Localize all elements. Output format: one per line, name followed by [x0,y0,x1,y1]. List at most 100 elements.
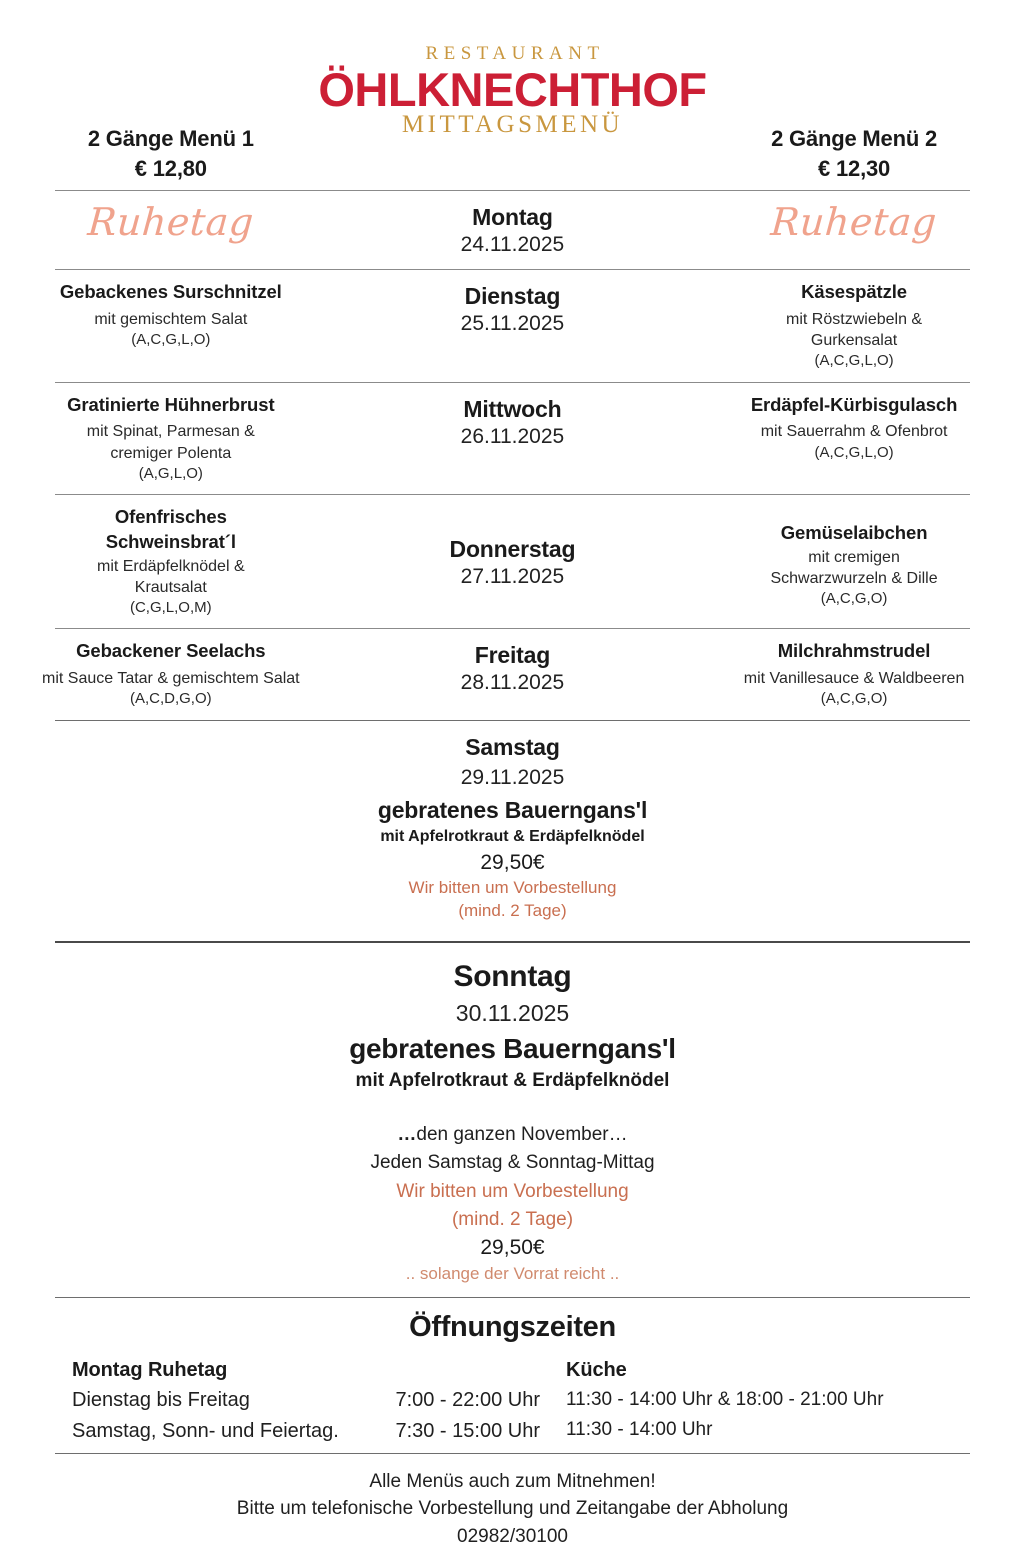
mittwoch-menu-1: Gratinierte Hühnerbrust mit Spinat, Parm… [0,393,342,483]
saturday-preorder-note-1: Wir bitten um Vorbestellung [408,878,617,898]
donnerstag-day-cell: Donnerstag 27.11.2025 [342,505,684,590]
hours-row-label: Samstag, Sonn- und Feiertag. [72,1419,339,1442]
dish-description: mit Sauce Tatar & gemischtem Salat [42,670,300,688]
sunday-preorder-note-1: Wir bitten um Vorbestellung [396,1180,629,1202]
saturday-day-name: Samstag [465,733,560,760]
footer-note: Alle Menüs auch zum Mitnehmen! Bitte um … [0,1454,1025,1550]
dish-allergens: (A,C,G,L,O) [814,352,894,370]
footer-line-2: Bitte um telefonische Vorbestellung und … [236,1498,789,1520]
dish-name: Gebackenes Surschnitzel [59,281,282,303]
day-name: Montag [472,204,553,230]
closed-label: Ruhetag [769,200,939,244]
logo-restaurant-word: RESTAURANT [425,43,605,64]
sunday-price: 29,50€ [480,1235,545,1259]
divider [55,1296,970,1298]
footer-line-1: Alle Menüs auch zum Mitnehmen! [369,1470,656,1492]
day-row-mittwoch: Gratinierte Hühnerbrust mit Spinat, Parm… [0,383,1025,494]
sunday-info-lead: … [397,1123,417,1145]
opening-hours-title: Öffnungszeiten [409,1310,616,1343]
opening-hours-section: Öffnungszeiten Montag Ruhetag Dienstag b… [0,1298,1025,1453]
menu-2-price: € 12,30 [818,156,891,182]
saturday-date: 29.11.2025 [460,765,565,789]
dienstag-day-cell: Dienstag 25.11.2025 [342,280,684,337]
logo-restaurant-name: ÖHLKNECHTHOF [318,63,707,116]
day-date: 26.11.2025 [460,424,565,448]
saturday-special: Samstag 29.11.2025 gebratenes Bauerngans… [0,721,1025,941]
dish-name: Käsespätzle [801,281,907,303]
mittwoch-day-cell: Mittwoch 26.11.2025 [342,393,684,450]
dienstag-menu-2: Käsespätzle mit Röstzwiebeln & Gurkensala… [683,280,1025,370]
divider [55,190,970,191]
donnerstag-menu-1: Ofenfrisches Schweinsbrat´l mit Erdäpfelk… [0,505,342,617]
footer-phone: 02982/30100 [457,1525,568,1547]
sunday-info-line-2: Jeden Samstag & Sonntag-Mittag [370,1152,655,1174]
restaurant-logo: RESTAURANT ÖHLKNECHTHOF MITTAGSMENÜ [0,44,1025,137]
hours-row-time: 7:00 - 22:00 Uhr [395,1388,540,1411]
mittwoch-menu-2: Erdäpfel-Kürbisgulasch mit Sauerrahm & O… [683,393,1025,462]
dish-name: Gemüselaibchen [780,522,928,544]
dienstag-menu-1: Gebackenes Surschnitzel mit gemischtem S… [0,280,342,349]
sunday-info-line-1: …den ganzen November… [0,1121,1025,1150]
dish-description: mit Röstzwiebeln & Gurkensalat [786,311,923,350]
divider [55,719,970,721]
closed-label: Ruhetag [86,200,256,244]
day-name: Donnerstag [449,536,576,563]
saturday-preorder-note-2: (mind. 2 Tage) [458,900,567,920]
spacer [0,1095,1025,1121]
saturday-price: 29,50€ [480,850,545,874]
freitag-menu-2: Milchrahmstrudel mit Vanillesauce & Wald… [683,639,1025,708]
day-name: Freitag [474,642,551,669]
dish-description: mit Spinat, Parmesan & cremiger Polenta [86,423,255,462]
freitag-menu-1: Gebackener Seelachs mit Sauce Tatar & ge… [0,639,342,708]
menu-1-title: 2 Gänge Menü 1 [87,126,254,151]
dish-allergens: (C,G,L,O,M) [129,598,212,616]
menu-2-title: 2 Gänge Menü 2 [771,126,938,151]
divider [55,494,970,496]
dish-description: mit Sauerrahm & Ofenbrot [760,423,948,441]
day-date: 24.11.2025 [460,233,565,257]
divider [55,628,970,630]
sunday-day-name: Sonntag [453,959,572,993]
menu-column-headers: 2 Gänge Menü 1 € 12,80 2 Gänge Menü 2 € … [0,124,1025,185]
saturday-dish-sub: mit Apfelrotkraut & Erdäpfelknödel [380,828,645,846]
sunday-preorder-note-2: (mind. 2 Tage) [451,1209,574,1231]
dish-allergens: (A,C,D,G,O) [129,690,212,708]
menu-page: RESTAURANT ÖHLKNECHTHOF MITTAGSMENÜ 2 Gä… [0,44,1025,1547]
donnerstag-menu-2: Gemüselaibchen mit cremigen Schwarzwurzel… [683,505,1025,609]
day-date: 28.11.2025 [460,671,565,695]
opening-hours-restaurant: Montag Ruhetag Dienstag bis Freitag 7:00… [72,1355,540,1447]
dish-name: Erdäpfel-Kürbisgulasch [750,393,958,415]
kitchen-label: Küche [565,1358,627,1381]
dish-description: mit cremigen Schwarzwurzeln & Dille [770,548,938,588]
dish-description: mit gemischtem Salat [94,311,248,329]
sunday-info-text: den ganzen November… [416,1123,628,1145]
day-date: 27.11.2025 [460,565,565,589]
hours-row: Samstag, Sonn- und Feiertag. 7:30 - 15:0… [72,1416,540,1447]
kitchen-hours-row: 11:30 - 14:00 Uhr & 18:00 - 21:00 Uhr [565,1388,884,1410]
saturday-dish: gebratenes Bauerngans'l [377,797,648,824]
dish-description: mit Vanillesauce & Waldbeeren [743,670,965,688]
weekly-menu-table: Ruhetag Montag 24.11.2025 Ruhetag Geback… [0,190,1025,1550]
menu-1-price: € 12,80 [134,156,207,182]
dish-allergens: (A,C,G,O) [820,590,888,608]
hours-row-label: Dienstag bis Freitag [72,1388,250,1411]
hours-row: Dienstag bis Freitag 7:00 - 22:00 Uhr [72,1385,540,1416]
day-name: Dienstag [464,283,561,310]
dish-name: Ofenfrisches Schweinsbrat´l [105,506,236,552]
dish-name: Milchrahmstrudel [777,640,931,662]
kitchen-hours-row: 11:30 - 14:00 Uhr [565,1419,713,1441]
montag-menu-2: Ruhetag [683,200,1025,245]
menu-1-header: 2 Gänge Menü 1 € 12,80 [0,124,342,185]
closed-day-label: Montag Ruhetag [72,1358,228,1381]
dish-allergens: (A,C,G,L,O) [131,331,211,349]
opening-hours-kitchen: Küche 11:30 - 14:00 Uhr & 18:00 - 21:00 … [540,1355,955,1447]
menu-2-header: 2 Gänge Menü 2 € 12,30 [683,124,1025,185]
day-date: 25.11.2025 [460,312,565,336]
divider [55,940,970,943]
day-row-dienstag: Gebackenes Surschnitzel mit gemischtem S… [0,270,1025,381]
day-row-montag: Ruhetag Montag 24.11.2025 Ruhetag [0,191,1025,269]
sunday-date: 30.11.2025 [455,999,570,1026]
sunday-dish-sub: mit Apfelrotkraut & Erdäpfelknödel [355,1070,670,1092]
day-row-donnerstag: Ofenfrisches Schweinsbrat´l mit Erdäpfelk… [0,495,1025,628]
opening-hours-grid: Montag Ruhetag Dienstag bis Freitag 7:00… [0,1355,1025,1447]
